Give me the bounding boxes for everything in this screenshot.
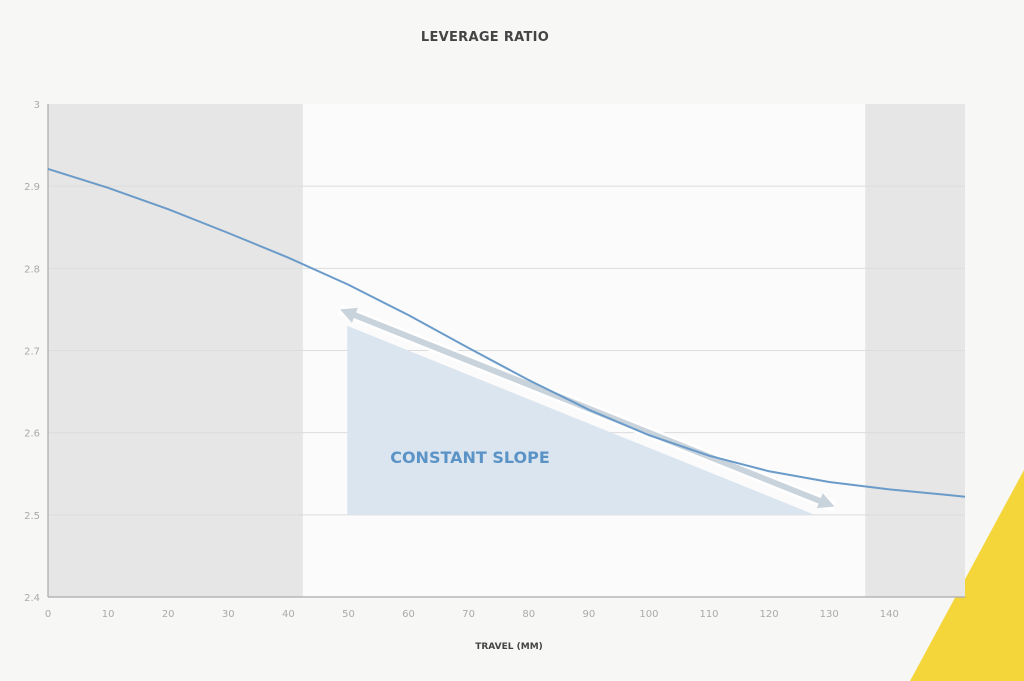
x-axis-label: TRAVEL (MM)	[475, 642, 543, 652]
y-tick-label: 2.4	[24, 593, 40, 604]
x-tick-label: 110	[699, 609, 718, 620]
y-tick-label: 2.7	[24, 347, 40, 358]
x-tick-label: 10	[102, 609, 115, 620]
y-tick-label: 2.8	[24, 264, 40, 275]
y-tick-label: 3	[34, 100, 40, 111]
arrow-head-icon	[816, 493, 835, 509]
x-tick-label: 120	[760, 609, 779, 620]
x-tick-label: 30	[222, 609, 235, 620]
x-tick-label: 100	[639, 609, 658, 620]
x-tick-label: 20	[162, 609, 175, 620]
arrow-head-icon	[340, 307, 358, 323]
constant-slope-triangle	[347, 325, 815, 515]
x-tick-label: 90	[582, 609, 595, 620]
x-tick-label: 140	[880, 609, 899, 620]
y-tick-label: 2.9	[24, 182, 40, 193]
y-tick-label: 2.5	[24, 511, 40, 522]
x-tick-label: 60	[402, 609, 415, 620]
x-tick-label: 70	[462, 609, 475, 620]
y-tick-label: 2.6	[24, 429, 40, 440]
x-tick-label: 130	[820, 609, 839, 620]
constant-slope-label: CONSTANT SLOPE	[390, 448, 550, 467]
x-tick-label: 80	[522, 609, 535, 620]
yellow-corner-shape	[910, 470, 1024, 681]
x-tick-label: 40	[282, 609, 295, 620]
leverage-ratio-line	[47, 167, 966, 498]
chart-title: LEVERAGE RATIO	[420, 30, 550, 45]
x-tick-label: 50	[342, 609, 355, 620]
x-tick-label: 0	[45, 609, 51, 620]
